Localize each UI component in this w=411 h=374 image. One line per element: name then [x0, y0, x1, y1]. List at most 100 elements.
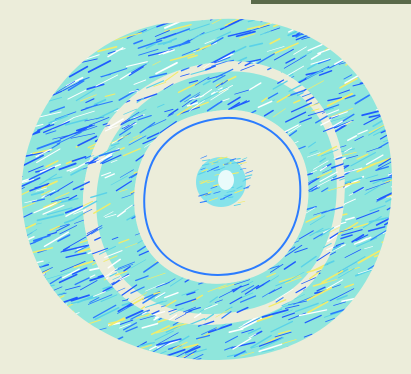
- streak: [262, 289, 276, 298]
- streak: [326, 92, 353, 107]
- streak: [82, 208, 93, 219]
- streak: [54, 340, 80, 355]
- streak: [123, 322, 138, 331]
- streak: [361, 109, 383, 117]
- streak: [29, 62, 55, 73]
- streak: [337, 48, 352, 54]
- streak: [42, 344, 57, 350]
- streak: [369, 204, 386, 212]
- streak: [234, 89, 250, 95]
- streak: [384, 175, 393, 184]
- streak: [313, 18, 326, 22]
- streak: [43, 25, 63, 31]
- streak: [201, 327, 217, 335]
- streak: [105, 22, 118, 31]
- streak: [118, 238, 130, 244]
- streak: [199, 2, 211, 6]
- streak: [309, 215, 326, 226]
- streak: [96, 154, 113, 163]
- streak: [227, 96, 241, 106]
- streak: [21, 65, 42, 73]
- streak: [50, 302, 59, 307]
- streak: [345, 26, 355, 32]
- streak: [179, 106, 201, 115]
- streak: [21, 43, 32, 55]
- streak: [297, 145, 306, 150]
- streak: [208, 197, 219, 202]
- streak: [236, 185, 243, 190]
- streak: [320, 337, 341, 347]
- streak: [164, 292, 179, 299]
- streak: [346, 358, 371, 360]
- streak: [112, 276, 121, 280]
- streak: [222, 13, 234, 16]
- streak: [394, 193, 411, 200]
- streak: [40, 39, 64, 50]
- streak: [269, 263, 284, 273]
- streak: [129, 108, 147, 119]
- streak: [259, 9, 273, 14]
- streak: [380, 273, 390, 278]
- streak: [21, 267, 29, 273]
- streak: [108, 348, 123, 353]
- streak: [213, 161, 219, 164]
- streak: [183, 306, 197, 313]
- streak: [333, 151, 345, 160]
- streak: [224, 335, 239, 344]
- streak: [225, 306, 233, 312]
- streak: [240, 167, 247, 170]
- streak: [51, 18, 69, 23]
- streak: [391, 18, 393, 25]
- streak: [62, 79, 84, 92]
- streak: [346, 155, 359, 159]
- streak: [245, 174, 253, 177]
- streak: [201, 168, 208, 173]
- streak: [89, 297, 100, 303]
- streak: [356, 237, 378, 247]
- streak: [233, 350, 246, 358]
- streak: [378, 301, 393, 310]
- streak: [53, 11, 78, 17]
- streak: [26, 29, 50, 41]
- streak: [241, 285, 255, 293]
- streak: [241, 328, 254, 334]
- streak: [204, 39, 215, 44]
- streak: [356, 153, 369, 160]
- streak: [291, 271, 305, 280]
- streak: [33, 202, 58, 214]
- streak: [356, 306, 382, 320]
- streak: [195, 334, 211, 340]
- streak: [200, 92, 219, 102]
- streak: [298, 309, 328, 317]
- streak: [21, 82, 36, 91]
- streak: [176, 105, 193, 116]
- streak: [375, 52, 393, 61]
- streak: [398, 177, 411, 186]
- streak: [79, 26, 102, 38]
- streak: [33, 81, 59, 89]
- streak: [340, 176, 363, 185]
- streak: [150, 324, 171, 336]
- streak: [375, 214, 393, 226]
- streak: [49, 46, 67, 57]
- streak: [145, 42, 157, 49]
- streak: [288, 84, 302, 92]
- streak: [348, 317, 362, 324]
- streak: [121, 111, 140, 124]
- streak: [296, 91, 304, 97]
- streak: [282, 339, 297, 344]
- streak: [361, 290, 372, 296]
- streak: [303, 333, 313, 338]
- streak: [71, 156, 87, 162]
- streak: [67, 28, 82, 37]
- streak: [285, 111, 307, 123]
- streak: [65, 252, 87, 258]
- streak: [345, 53, 366, 66]
- streak: [89, 267, 100, 272]
- streak: [104, 250, 123, 258]
- streak: [181, 48, 200, 56]
- streak: [122, 147, 141, 157]
- streak: [210, 185, 218, 189]
- streak: [94, 306, 120, 321]
- streak: [358, 8, 367, 11]
